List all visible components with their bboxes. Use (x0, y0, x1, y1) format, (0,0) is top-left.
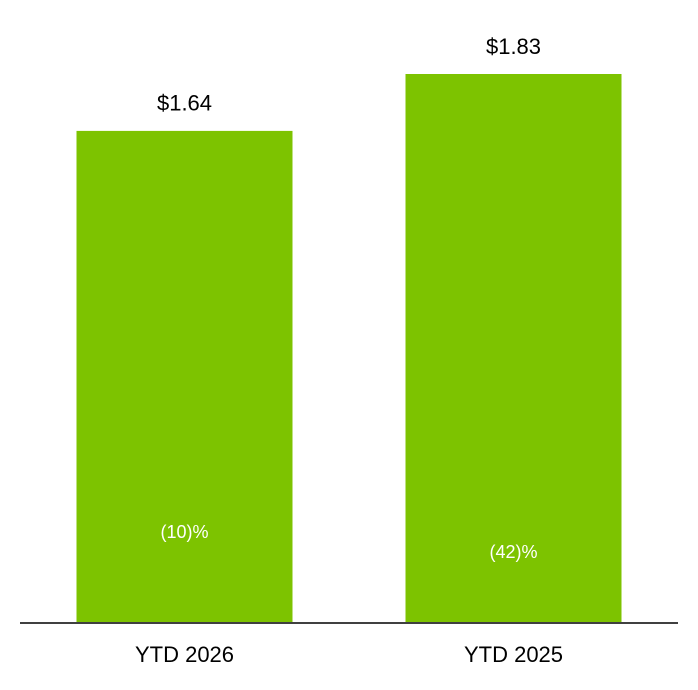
bar-annotation: (10)% (160, 522, 208, 542)
bar (76, 130, 293, 622)
value-label: $1.64 (157, 91, 212, 116)
x-tick-label: YTD 2026 (135, 642, 234, 667)
bar-annotation: (42)% (489, 542, 537, 562)
x-tick-label: YTD 2025 (464, 642, 563, 667)
bar (405, 74, 622, 622)
value-label: $1.83 (486, 34, 541, 59)
